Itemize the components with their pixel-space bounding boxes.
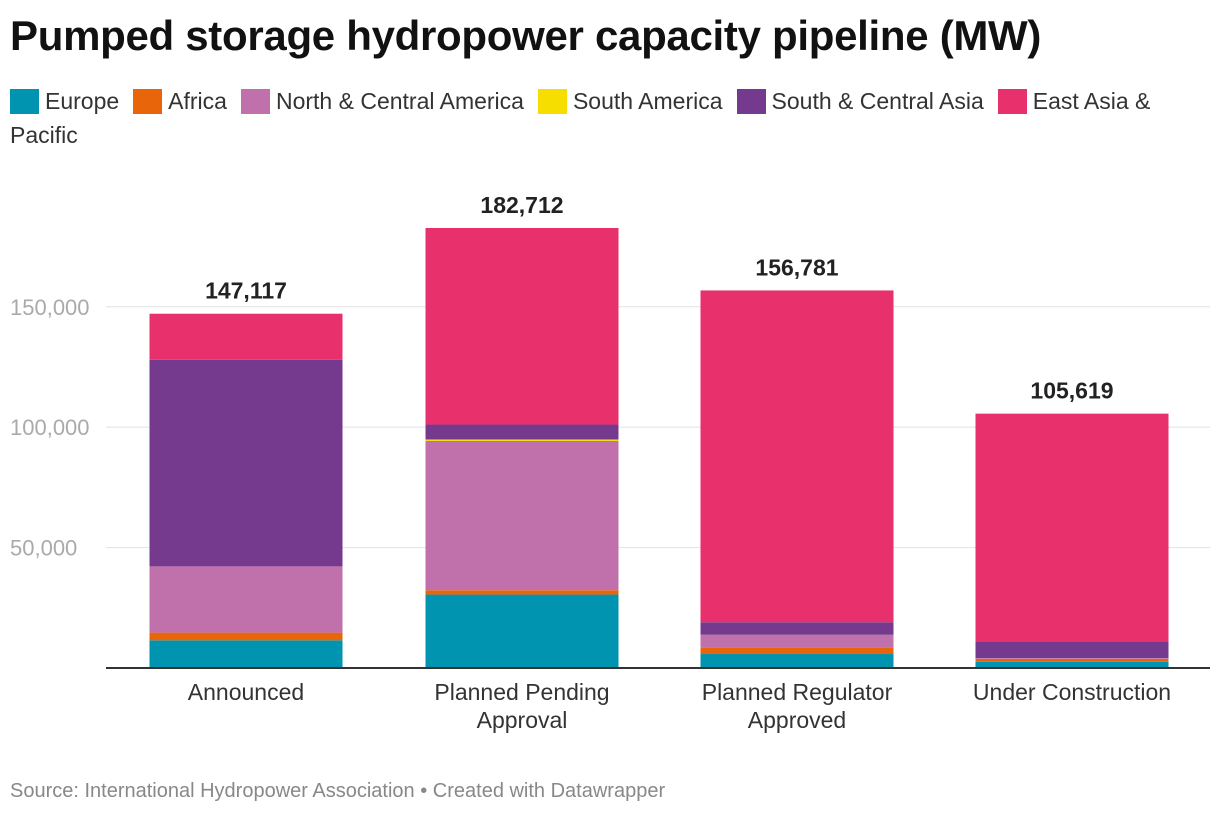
- x-category-label: Planned Pending: [434, 679, 609, 705]
- bar-total-label: 156,781: [755, 254, 838, 280]
- bar-segment-south-central-asia: [149, 359, 343, 567]
- legend-swatch: [133, 89, 163, 114]
- legend-item-africa: Africa: [133, 88, 227, 114]
- bar-segment-europe: [975, 661, 1169, 668]
- legend-label: South America: [572, 88, 723, 114]
- bar-segment-africa: [975, 658, 1169, 662]
- bar-segment-africa: [700, 647, 894, 655]
- legend-swatch: [997, 89, 1027, 114]
- legend-item-south-america: South America: [537, 88, 723, 114]
- x-category-label: Approval: [477, 707, 568, 733]
- legend-label: Africa: [168, 88, 227, 114]
- bar-segment-europe: [425, 594, 619, 668]
- x-category-label: Planned Regulator: [702, 679, 893, 705]
- bar-total-label: 182,712: [480, 192, 563, 218]
- bar-total-label: 147,117: [205, 278, 287, 304]
- y-tick-label: 100,000: [10, 415, 90, 440]
- y-tick-label: 150,000: [10, 295, 90, 320]
- bar-segment-east-asia-pacific: [149, 313, 343, 360]
- bar-segment-south-central-asia: [425, 424, 619, 440]
- bar-segment-east-asia-pacific: [425, 228, 619, 425]
- legend-label: East Asia & Pacific: [10, 88, 1151, 148]
- bar-segment-africa: [149, 632, 343, 641]
- bar-segment-north-central-america: [425, 440, 619, 591]
- bar-segment-europe: [149, 640, 343, 668]
- legend-label: North & Central America: [275, 88, 524, 114]
- chart-title: Pumped storage hydropower capacity pipel…: [10, 12, 1042, 59]
- legend-swatch: [537, 89, 567, 114]
- bar-segment-south-central-asia: [975, 641, 1169, 659]
- legend-item-south-central-asia: South & Central Asia: [736, 88, 984, 114]
- legend-swatch: [10, 89, 39, 114]
- bar-segment-north-central-america: [700, 634, 894, 648]
- x-category-label: Approved: [748, 707, 846, 733]
- legend-item-europe: Europe: [10, 88, 119, 114]
- bar-segment-south-central-asia: [700, 622, 894, 635]
- bar-segment-europe: [700, 654, 894, 668]
- bar-total-label: 105,619: [1030, 378, 1113, 404]
- x-category-label: Under Construction: [973, 679, 1171, 705]
- legend-item-north-central-america: North & Central America: [240, 88, 524, 114]
- bar-segment-north-central-america: [975, 658, 1169, 659]
- legend-item-east-asia-pacific: East Asia & Pacific: [10, 88, 1150, 148]
- bar-segment-east-asia-pacific: [975, 413, 1169, 642]
- bar-segment-south-america: [425, 439, 619, 441]
- y-tick-label: 50,000: [10, 536, 77, 561]
- x-category-label: Announced: [188, 679, 304, 705]
- legend: Europe Africa North & Central America South…: [10, 84, 1215, 152]
- legend-swatch: [736, 89, 766, 114]
- legend-label: Europe: [45, 88, 120, 114]
- bar-segment-east-asia-pacific: [700, 290, 894, 623]
- bar-segment-north-central-america: [149, 566, 343, 633]
- legend-swatch: [240, 89, 270, 114]
- bar-segment-africa: [425, 590, 619, 595]
- source-note: Source: International Hydropower Associa…: [10, 780, 666, 802]
- legend-label: South & Central Asia: [771, 88, 984, 114]
